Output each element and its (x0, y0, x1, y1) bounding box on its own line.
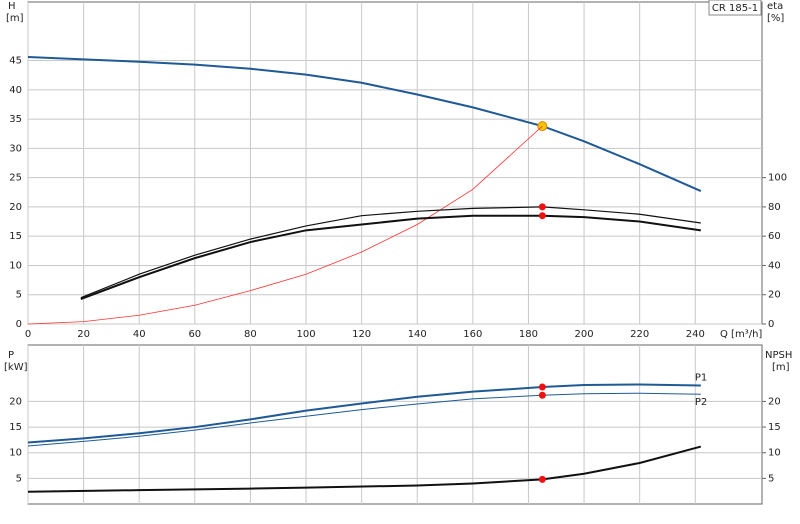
x-tick-label: 60 (188, 329, 201, 340)
series-label: P2 (695, 397, 707, 408)
y2-tick-label: 10 (768, 448, 781, 459)
x-tick-label: 160 (463, 329, 482, 340)
x-tick-label: 100 (296, 329, 315, 340)
curve (80, 214, 701, 301)
y-tick-label: 20 (9, 396, 22, 407)
curve (27, 125, 543, 325)
y-tick-label: 30 (9, 143, 22, 154)
y2-tick-label: 5 (768, 473, 774, 484)
plot-area (27, 1, 763, 325)
y-tick-label: 5 (16, 290, 22, 301)
duty-point (538, 391, 546, 399)
x-tick-label: 220 (630, 329, 649, 340)
y2-axis-title: eta (767, 1, 783, 12)
x-tick-label: 20 (77, 329, 90, 340)
y-tick-label: 35 (9, 114, 22, 125)
y-tick-label: 5 (16, 473, 22, 484)
y2-tick-label: 0 (768, 319, 774, 330)
y2-axis-unit: [%] (767, 13, 784, 24)
duty-point (538, 475, 546, 483)
x-tick-label: 0 (25, 329, 31, 340)
pump-label: CR 185-1 (712, 3, 758, 14)
y2-tick-label: 20 (768, 396, 781, 407)
curve (27, 445, 702, 493)
y-tick-label: 45 (9, 56, 22, 67)
x-axis-title: Q [m³/h] (720, 329, 762, 340)
x-tick-label: 140 (408, 329, 427, 340)
y-tick-label: 15 (9, 231, 22, 242)
y-tick-label: 0 (16, 319, 22, 330)
y-tick-label: 25 (9, 173, 22, 184)
x-tick-label: 120 (352, 329, 371, 340)
y2-tick-label: 60 (768, 231, 781, 242)
duty-point (538, 212, 546, 220)
plot-area (27, 344, 763, 505)
label-box (708, 0, 762, 16)
y2-axis-unit: [m] (772, 362, 790, 373)
curve (27, 56, 702, 193)
y2-tick-label: 20 (768, 290, 781, 301)
y2-tick-label: 15 (768, 422, 781, 433)
x-tick-label: 200 (575, 329, 594, 340)
x-tick-label: 80 (244, 329, 257, 340)
curve (27, 383, 701, 444)
y2-tick-label: 100 (768, 173, 787, 184)
curve (27, 392, 701, 447)
y2-tick-label: 80 (768, 202, 781, 213)
y-tick-label: 10 (9, 448, 22, 459)
y2-axis-title: NPSH (765, 350, 792, 361)
y-axis-unit: [kW] (4, 362, 28, 373)
duty-point (538, 383, 546, 391)
y-tick-label: 20 (9, 202, 22, 213)
y2-tick-label: 40 (768, 260, 781, 271)
y-tick-label: 10 (9, 260, 22, 271)
y-axis-unit: [m] (6, 13, 24, 24)
y-tick-label: 40 (9, 85, 22, 96)
x-tick-label: 180 (519, 329, 538, 340)
y-axis-title: H (8, 1, 16, 12)
y-axis-title: P (8, 350, 14, 361)
x-tick-label: 40 (133, 329, 146, 340)
y-tick-label: 15 (9, 422, 22, 433)
series-label: P1 (695, 373, 707, 384)
x-tick-label: 240 (686, 329, 705, 340)
duty-point (538, 203, 546, 211)
curve (80, 206, 701, 299)
